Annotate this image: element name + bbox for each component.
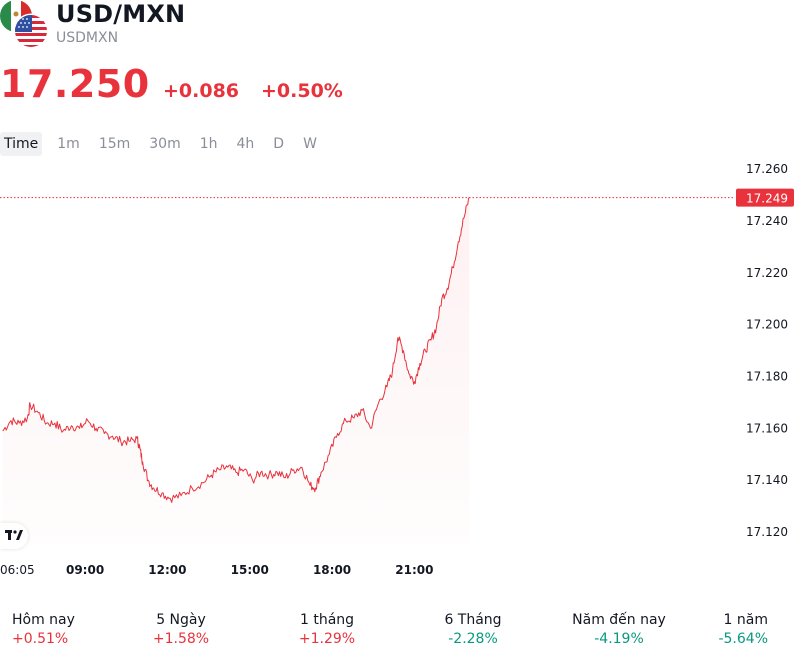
last-price: 17.250: [0, 62, 150, 106]
performance-item[interactable]: 1 tháng +1.29%: [262, 611, 392, 649]
price-change-percent: +0.50%: [261, 80, 343, 102]
x-axis-tick-label: 15:00: [231, 563, 269, 577]
performance-item[interactable]: 5 Ngày +1.58%: [116, 611, 246, 649]
last-price-tag: [736, 188, 794, 207]
price-area-fill: [2, 197, 470, 545]
x-axis-tick-label: 12:00: [148, 563, 186, 577]
performance-period-label: Hôm nay: [12, 612, 75, 628]
pair-symbol: USDMXN: [56, 30, 119, 46]
last-price-label: 17.249: [746, 192, 788, 206]
performance-item[interactable]: Hôm nay +0.51%: [0, 611, 100, 649]
performance-period-value: +1.58%: [152, 631, 210, 647]
pair-title: USD/MXN: [56, 0, 186, 28]
performance-period-value: +0.51%: [12, 631, 69, 647]
price-series-line: [2, 197, 470, 503]
performance-item[interactable]: Năm đến nay -4.19%: [554, 611, 684, 649]
performance-period-label: Năm đến nay: [572, 612, 666, 628]
performance-item[interactable]: 1 năm -5.64%: [700, 611, 800, 649]
timeframe-4h[interactable]: 4h: [236, 136, 255, 152]
tradingview-logo-icon[interactable]: [0, 523, 28, 549]
y-axis-tick-label: 17.120: [746, 525, 788, 539]
timeframe-1m[interactable]: 1m: [57, 136, 80, 152]
timeframe-1h[interactable]: 1h: [199, 136, 218, 152]
timeframe-w[interactable]: W: [303, 136, 317, 152]
price-chart[interactable]: 17.249 17.260 17.240 17.220 17.200 17.180 17.1…: [0, 160, 800, 590]
timeframe-15m[interactable]: 15m: [98, 136, 131, 152]
y-axis-tick-label: 17.160: [746, 421, 788, 435]
performance-item[interactable]: 6 Tháng -2.28%: [408, 611, 538, 649]
y-axis-tick-label: 17.220: [746, 266, 788, 280]
timeframe-d[interactable]: D: [273, 136, 285, 152]
y-axis-tick-label: 17.240: [746, 214, 788, 228]
x-axis-tick-label: 09:00: [66, 563, 104, 577]
x-axis-tick-label: 18:00: [313, 563, 351, 577]
performance-summary: Hôm nay +0.51% 5 Ngày +1.58% 1 tháng +1.29% 6 …: [0, 611, 800, 649]
performance-period-label: 5 Ngày: [156, 612, 206, 628]
timeframe-selector: Time 1m 15m 30m 1h 4h D W: [0, 132, 332, 156]
performance-period-value: -4.19%: [594, 631, 644, 647]
price-change: +0.086: [163, 80, 240, 102]
us-flag-icon: [13, 13, 49, 49]
performance-period-value: -5.64%: [718, 631, 768, 647]
performance-period-value: +1.29%: [298, 631, 356, 647]
y-axis-tick-label: 17.260: [746, 162, 788, 176]
performance-period-label: 6 Tháng: [444, 612, 502, 628]
performance-period-label: 1 năm: [723, 612, 768, 628]
y-axis-tick-label: 17.140: [746, 473, 788, 487]
performance-period-label: 1 tháng: [299, 612, 355, 628]
x-axis-tick-label: 21:00: [395, 563, 433, 577]
y-axis-tick-label: 17.180: [746, 369, 788, 383]
performance-period-value: -2.28%: [448, 631, 498, 647]
x-axis-tick-label: 06:05: [0, 563, 35, 577]
timeframe-time[interactable]: Time: [0, 132, 43, 156]
currency-flags: [0, 0, 50, 50]
y-axis-tick-label: 17.200: [746, 318, 788, 332]
timeframe-30m[interactable]: 30m: [149, 136, 181, 152]
